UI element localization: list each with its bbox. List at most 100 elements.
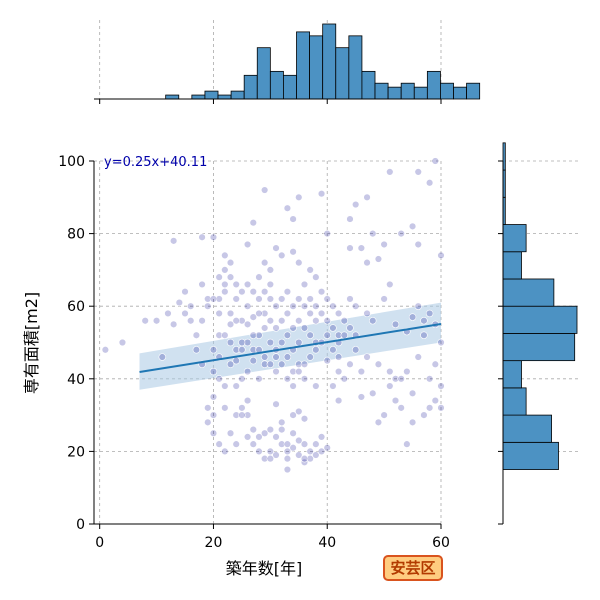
- scatter-point: [363, 353, 371, 361]
- scatter-point: [408, 222, 417, 231]
- scatter-point: [152, 317, 161, 325]
- scatter-point: [431, 396, 440, 405]
- y-tick-label: 80: [67, 227, 85, 243]
- scatter-point: [169, 320, 178, 329]
- scatter-point: [249, 313, 257, 321]
- scatter-point: [278, 338, 286, 347]
- scatter-point: [317, 433, 326, 441]
- scatter-point: [306, 353, 314, 361]
- scatter-point: [346, 244, 354, 252]
- scatter-point: [312, 382, 320, 390]
- top-histogram: [94, 20, 481, 104]
- scatter-point: [243, 433, 252, 441]
- scatter-point: [306, 447, 314, 456]
- scatter-point: [295, 193, 303, 202]
- scatter-point: [255, 375, 263, 383]
- scatter-point: [181, 287, 189, 296]
- scatter-point: [255, 273, 263, 281]
- right-hist-bar: [502, 305, 578, 334]
- scatter-point: [272, 451, 280, 459]
- scatter-point: [300, 440, 309, 448]
- scatter-point: [346, 324, 354, 332]
- scatter-point: [266, 425, 275, 434]
- scatter-point: [397, 375, 405, 383]
- scatter-point: [158, 353, 166, 361]
- scatter-point: [346, 295, 354, 303]
- regression-line-layer: [139, 322, 442, 374]
- scatter-point: [141, 317, 149, 325]
- scatter-point: [255, 309, 263, 318]
- scatter-point: [414, 240, 422, 249]
- top-hist-bar: [243, 74, 258, 100]
- scatter-point: [295, 451, 303, 459]
- axes-layer: 0 20 40 60 0 20 40 60 80 100: [58, 154, 450, 551]
- scatter-point: [391, 396, 400, 405]
- scatter-point: [300, 415, 309, 423]
- scatter-point: [243, 302, 252, 310]
- scatter-point: [380, 240, 388, 249]
- x-tick-label: 0: [95, 535, 104, 551]
- scatter-point: [187, 317, 195, 325]
- scatter-point: [249, 331, 257, 339]
- scatter-point: [272, 353, 280, 361]
- scatter-point: [278, 425, 286, 434]
- scatter-point: [226, 429, 235, 437]
- scatter-point: [346, 215, 354, 223]
- top-hist-bar: [322, 23, 337, 100]
- scatter-point: [278, 251, 286, 260]
- scatter-point: [425, 179, 434, 187]
- scatter-point: [380, 411, 388, 419]
- scatter-point: [283, 465, 292, 474]
- scatter-point: [351, 346, 360, 354]
- scatter-point: [232, 440, 240, 448]
- scatter-point: [420, 331, 428, 339]
- scatter-point: [198, 280, 206, 289]
- right-hist-bar: [502, 224, 527, 253]
- scatter-point: [357, 367, 366, 376]
- scatter-point: [266, 447, 275, 456]
- scatter-point: [249, 425, 257, 434]
- scatter-point: [243, 240, 252, 249]
- scatter-point: [369, 389, 377, 398]
- scatter-point: [278, 440, 286, 448]
- top-hist-bar: [413, 86, 428, 100]
- scatter-point: [266, 454, 275, 463]
- x-tick-label: 20: [205, 535, 223, 551]
- scatter-point: [363, 258, 371, 267]
- scatter-point: [334, 309, 343, 318]
- scatter-point: [118, 338, 127, 347]
- scatter-point: [243, 338, 252, 347]
- scatter-point: [312, 451, 320, 459]
- scatter-point: [289, 382, 297, 390]
- scatter-point: [272, 244, 280, 252]
- scatter-point: [323, 331, 331, 339]
- scatter-point: [272, 324, 280, 332]
- scatter-point: [329, 346, 337, 354]
- scatter-point: [357, 244, 366, 252]
- scatter-point: [266, 338, 275, 347]
- scatter-point: [232, 317, 240, 325]
- scatter-point: [249, 356, 257, 365]
- scatter-point: [238, 346, 246, 354]
- scatter-point: [380, 295, 388, 303]
- scatter-point: [363, 193, 371, 202]
- x-tick-label: 40: [318, 535, 336, 551]
- scatter-point: [221, 404, 229, 412]
- scatter-point: [204, 404, 212, 412]
- scatter-point: [221, 447, 229, 456]
- scatter-point: [272, 400, 280, 408]
- top-hist-bar: [256, 47, 271, 100]
- scatter-point: [312, 273, 320, 281]
- scatter-point: [215, 309, 223, 318]
- scatter-point: [300, 375, 309, 383]
- scatter-point: [329, 324, 337, 332]
- scatter-point: [300, 360, 309, 368]
- scatter-point: [278, 418, 286, 427]
- top-hist-bar: [165, 94, 180, 100]
- scatter-point: [260, 353, 269, 361]
- scatter-point: [221, 251, 229, 260]
- scatter-point: [334, 331, 343, 339]
- top-hist-bar: [335, 47, 350, 100]
- scatter-point: [334, 396, 343, 405]
- scatter-point: [226, 338, 235, 347]
